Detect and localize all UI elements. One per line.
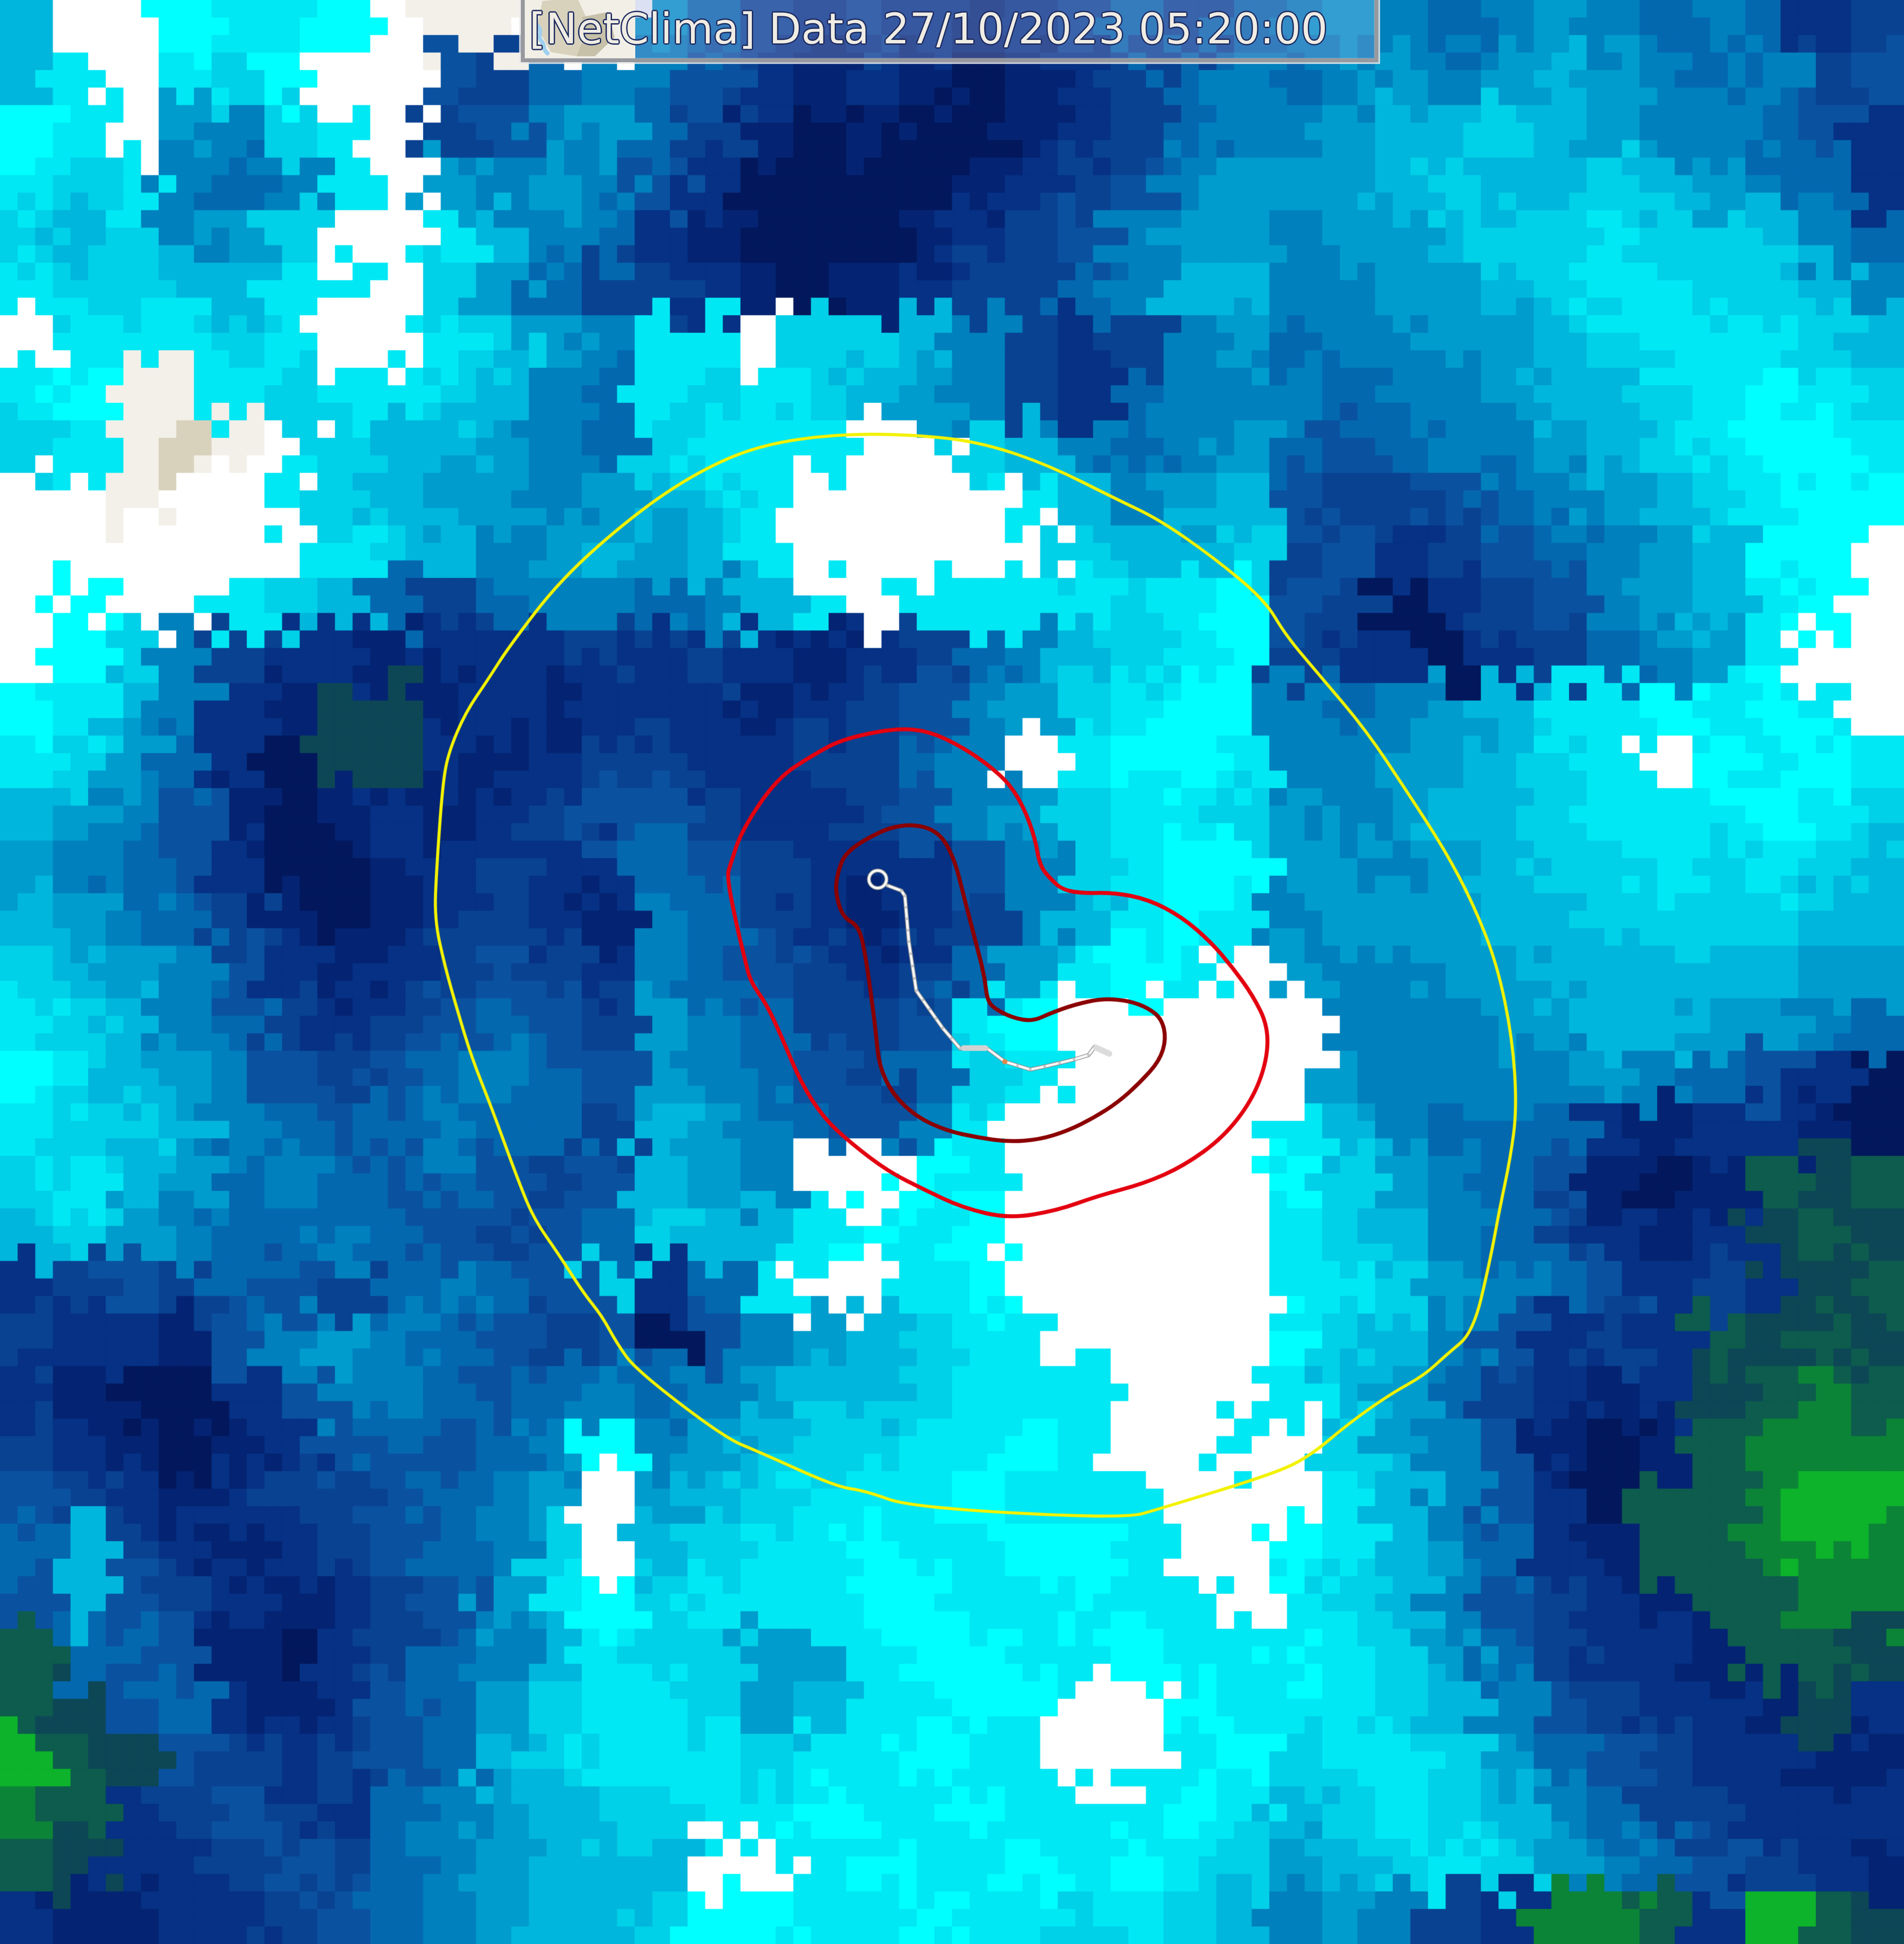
- title-bar: [NetClima] Data 27/10/2023 05:20:00: [521, 0, 1378, 62]
- netclima-logo: [525, 0, 635, 58]
- title-text: [NetClima] Data 27/10/2023 05:20:00: [529, 4, 1328, 53]
